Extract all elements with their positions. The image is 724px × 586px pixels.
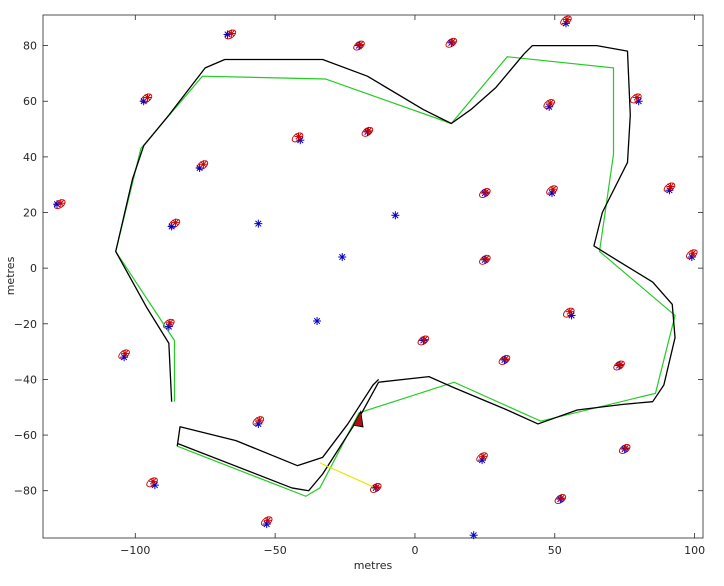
- covariance-ellipse: [618, 444, 631, 454]
- ground-truth-path: [115, 56, 676, 497]
- covariance-ellipse: [224, 29, 237, 40]
- covariance-ellipse: [168, 218, 181, 229]
- covariance-ellipse: [370, 482, 382, 493]
- y-tick-label: 40: [23, 151, 37, 164]
- estimated-landmark-marker: [149, 477, 158, 486]
- x-tick-label: −100: [120, 544, 150, 557]
- plot-area: [42, 14, 704, 539]
- observation-line: [319, 462, 377, 489]
- robot-path: [115, 44, 676, 492]
- x-tick-label: 50: [548, 544, 562, 557]
- estimated-landmark-marker: [481, 254, 490, 263]
- estimated-landmark-marker: [688, 249, 697, 258]
- estimated-landmark-marker: [165, 318, 174, 327]
- y-tick-label: −40: [14, 373, 37, 386]
- estimated-landmark-marker: [621, 443, 630, 452]
- true-landmark-marker: [338, 253, 347, 262]
- y-tick-label: 60: [23, 95, 37, 108]
- covariance-ellipse: [196, 160, 209, 171]
- covariance-ellipse: [479, 254, 491, 265]
- covariance-ellipse: [479, 188, 491, 198]
- estimated-landmark-marker: [143, 93, 152, 102]
- estimated-landmark-marker: [294, 132, 303, 141]
- estimated-landmark-marker: [557, 494, 566, 503]
- x-tick-label: 0: [411, 544, 418, 557]
- x-axis-title: metres: [354, 559, 393, 572]
- estimated-landmark-marker: [255, 416, 264, 425]
- estimated-landmark-marker: [263, 516, 272, 525]
- y-tick-label: −20: [14, 318, 37, 331]
- observation-lines: [319, 462, 377, 489]
- estimated-landmark-marker: [481, 188, 490, 197]
- true-landmark-marker: [478, 456, 487, 465]
- estimated-landmark-marker: [501, 354, 510, 363]
- estimated-landmark-marker: [356, 40, 365, 49]
- estimated-landmark-marker: [448, 37, 457, 46]
- covariance-ellipse: [498, 355, 511, 365]
- vehicle-marker: [352, 410, 364, 428]
- true-landmark-marker: [313, 317, 322, 326]
- vehicle-triangle: [352, 410, 364, 428]
- estimated-landmark-marker: [632, 93, 641, 102]
- estimated-landmark-marker: [372, 482, 381, 491]
- estimated-landmark-marker: [546, 99, 555, 108]
- covariance-ellipse: [140, 93, 153, 104]
- x-tick-label: −50: [264, 544, 287, 557]
- estimated-landmark-marker: [479, 452, 488, 461]
- true-landmark-marker: [391, 211, 400, 220]
- covariance-ellipse: [445, 37, 458, 48]
- true-landmark-marker: [547, 189, 556, 198]
- y-tick-label: 0: [30, 262, 37, 275]
- covariance-ellipses: [54, 15, 698, 527]
- estimated-landmark-marker: [171, 218, 180, 227]
- estimated-landmark-marker: [616, 360, 625, 369]
- covariance-ellipse: [353, 40, 365, 51]
- estimated-landmarks: [56, 15, 697, 525]
- estimated-landmark-marker: [56, 199, 65, 208]
- axes: −100 −50 0 50 100 −80 −60 −40 −20 0 20 40 60 80: [14, 15, 705, 557]
- y-tick-label: −80: [14, 485, 37, 498]
- true-landmark-marker: [469, 531, 478, 540]
- true-landmark-marker: [254, 419, 263, 428]
- covariance-ellipse: [417, 335, 430, 346]
- robot-path-line-inner: [176, 378, 380, 467]
- estimated-landmark-marker: [420, 335, 429, 344]
- estimated-landmark-marker: [548, 185, 557, 194]
- true-landmark-marker: [254, 219, 263, 228]
- covariance-ellipse: [613, 360, 625, 371]
- y-tick-label: 80: [23, 40, 37, 53]
- x-tick-label: 100: [684, 544, 705, 557]
- covariance-ellipse: [554, 494, 567, 504]
- estimated-landmark-marker: [562, 15, 571, 24]
- estimated-landmark-marker: [565, 307, 574, 316]
- covariance-ellipse: [361, 126, 374, 137]
- estimated-landmark-marker: [666, 182, 675, 191]
- ground-truth-line: [115, 56, 676, 497]
- estimated-landmark-marker: [227, 29, 236, 38]
- y-axis-title: metres: [4, 256, 17, 295]
- covariance-ellipse: [54, 199, 66, 210]
- y-tick-label: −60: [14, 429, 37, 442]
- estimated-landmark-marker: [199, 160, 208, 169]
- estimated-landmark-marker: [364, 126, 373, 135]
- y-tick-label: 20: [23, 207, 37, 220]
- estimated-landmark-marker: [121, 349, 130, 358]
- robot-path-line: [115, 44, 676, 492]
